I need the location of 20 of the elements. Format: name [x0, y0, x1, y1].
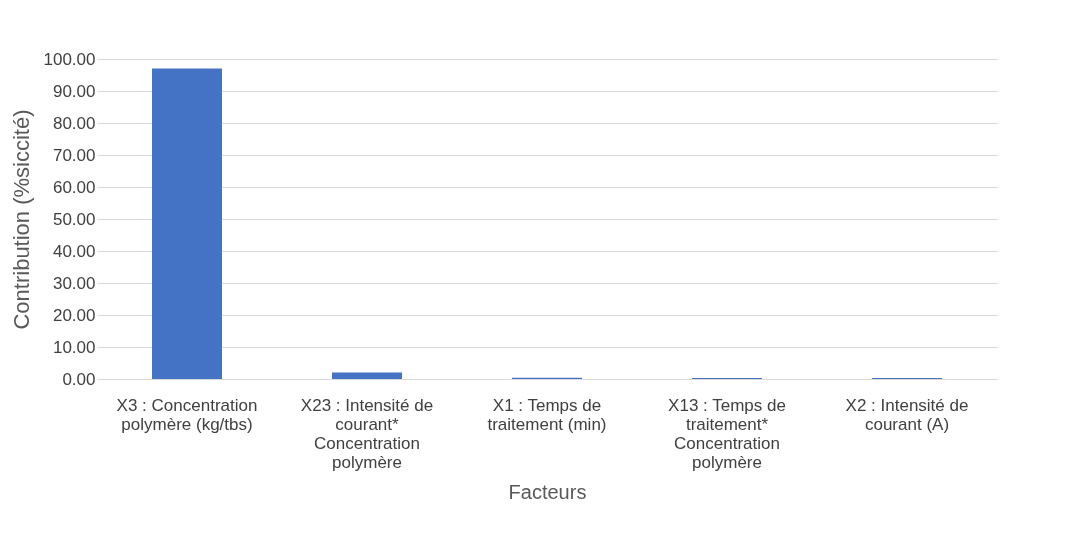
bar: [152, 68, 222, 379]
y-tick-label: 40.00: [52, 241, 96, 261]
y-tick-label: 20.00: [52, 305, 96, 325]
y-tick-label: 90.00: [52, 81, 96, 101]
y-tick-label: 50.00: [52, 209, 96, 229]
y-tick-label: 0.00: [62, 369, 96, 389]
x-tick-label: X13 : Temps de traitement* Concentration polymère: [668, 395, 786, 472]
x-tick-label: X1 : Temps de traitement (min): [487, 395, 607, 434]
y-axis-title: Contribution (%siccité): [8, 109, 34, 330]
y-tick-label: 70.00: [52, 145, 96, 165]
y-tick-label: 60.00: [52, 177, 96, 197]
y-tick-label: 80.00: [52, 113, 96, 133]
x-tick-label: X23 : Intensité de courant* Concentration polymère: [300, 395, 434, 472]
x-tick-label: X2 : Intensité de courant (A): [845, 395, 969, 434]
y-tick-label: 100.00: [43, 49, 96, 69]
y-tick-label: 10.00: [52, 337, 96, 357]
x-axis-title: Facteurs: [508, 480, 587, 503]
x-tick-label: X3 : Concentration polymère (kg/tbs): [116, 395, 258, 434]
y-tick-label: 30.00: [52, 273, 96, 293]
bar: [332, 372, 402, 379]
